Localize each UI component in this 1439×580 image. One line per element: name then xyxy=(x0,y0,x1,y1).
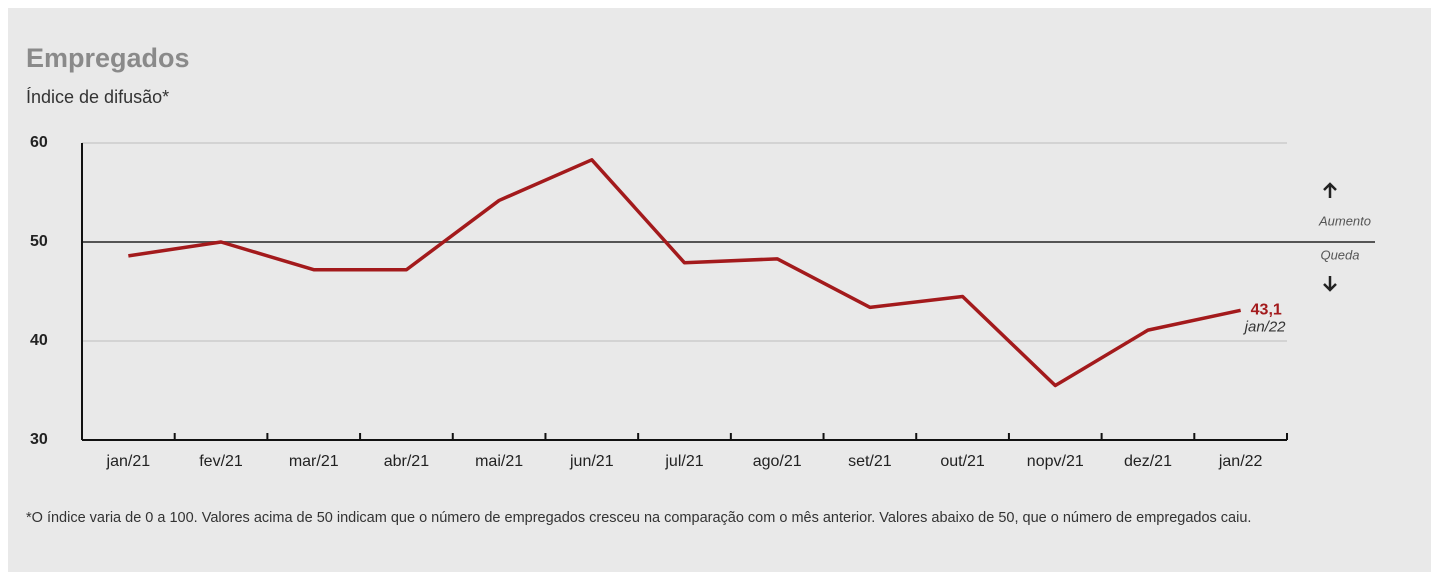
x-tick-label: dez/21 xyxy=(1124,453,1172,470)
x-tick-label: abr/21 xyxy=(384,453,429,470)
chart-title: Empregados xyxy=(26,43,190,73)
x-tick-label: ago/21 xyxy=(753,453,802,470)
x-tick-label: set/21 xyxy=(848,453,892,470)
value-label: 43,1 xyxy=(1251,302,1282,319)
footnote: *O índice varia de 0 a 100. Valores acim… xyxy=(26,510,1252,526)
x-tick-label: jul/21 xyxy=(664,453,703,470)
annotation: Aumento xyxy=(1318,213,1371,228)
up-arrow xyxy=(1323,182,1337,198)
down-arrow xyxy=(1323,276,1337,292)
y-tick-label: 50 xyxy=(30,233,48,250)
panel xyxy=(8,8,1431,572)
line xyxy=(128,158,1242,388)
x-tick-label: mar/21 xyxy=(289,453,339,470)
x-tick-label: mai/21 xyxy=(475,453,523,470)
x-tick-label: jun/21 xyxy=(569,453,614,470)
y-tick-label: 30 xyxy=(30,431,48,448)
x-tick-label: out/21 xyxy=(940,453,985,470)
value-label-date: jan/22 xyxy=(1243,318,1287,335)
x-tick-label: fev/21 xyxy=(199,453,243,470)
chart-subtitle: Índice de difusão* xyxy=(26,87,169,107)
y-tick-label: 60 xyxy=(30,134,48,151)
x-tick-label: jan/21 xyxy=(106,453,151,470)
y-tick-label: 40 xyxy=(30,332,48,349)
annotation: Queda xyxy=(1320,247,1359,262)
x-tick-label: nopv/21 xyxy=(1027,453,1084,470)
x-tick-label: jan/22 xyxy=(1218,453,1263,470)
